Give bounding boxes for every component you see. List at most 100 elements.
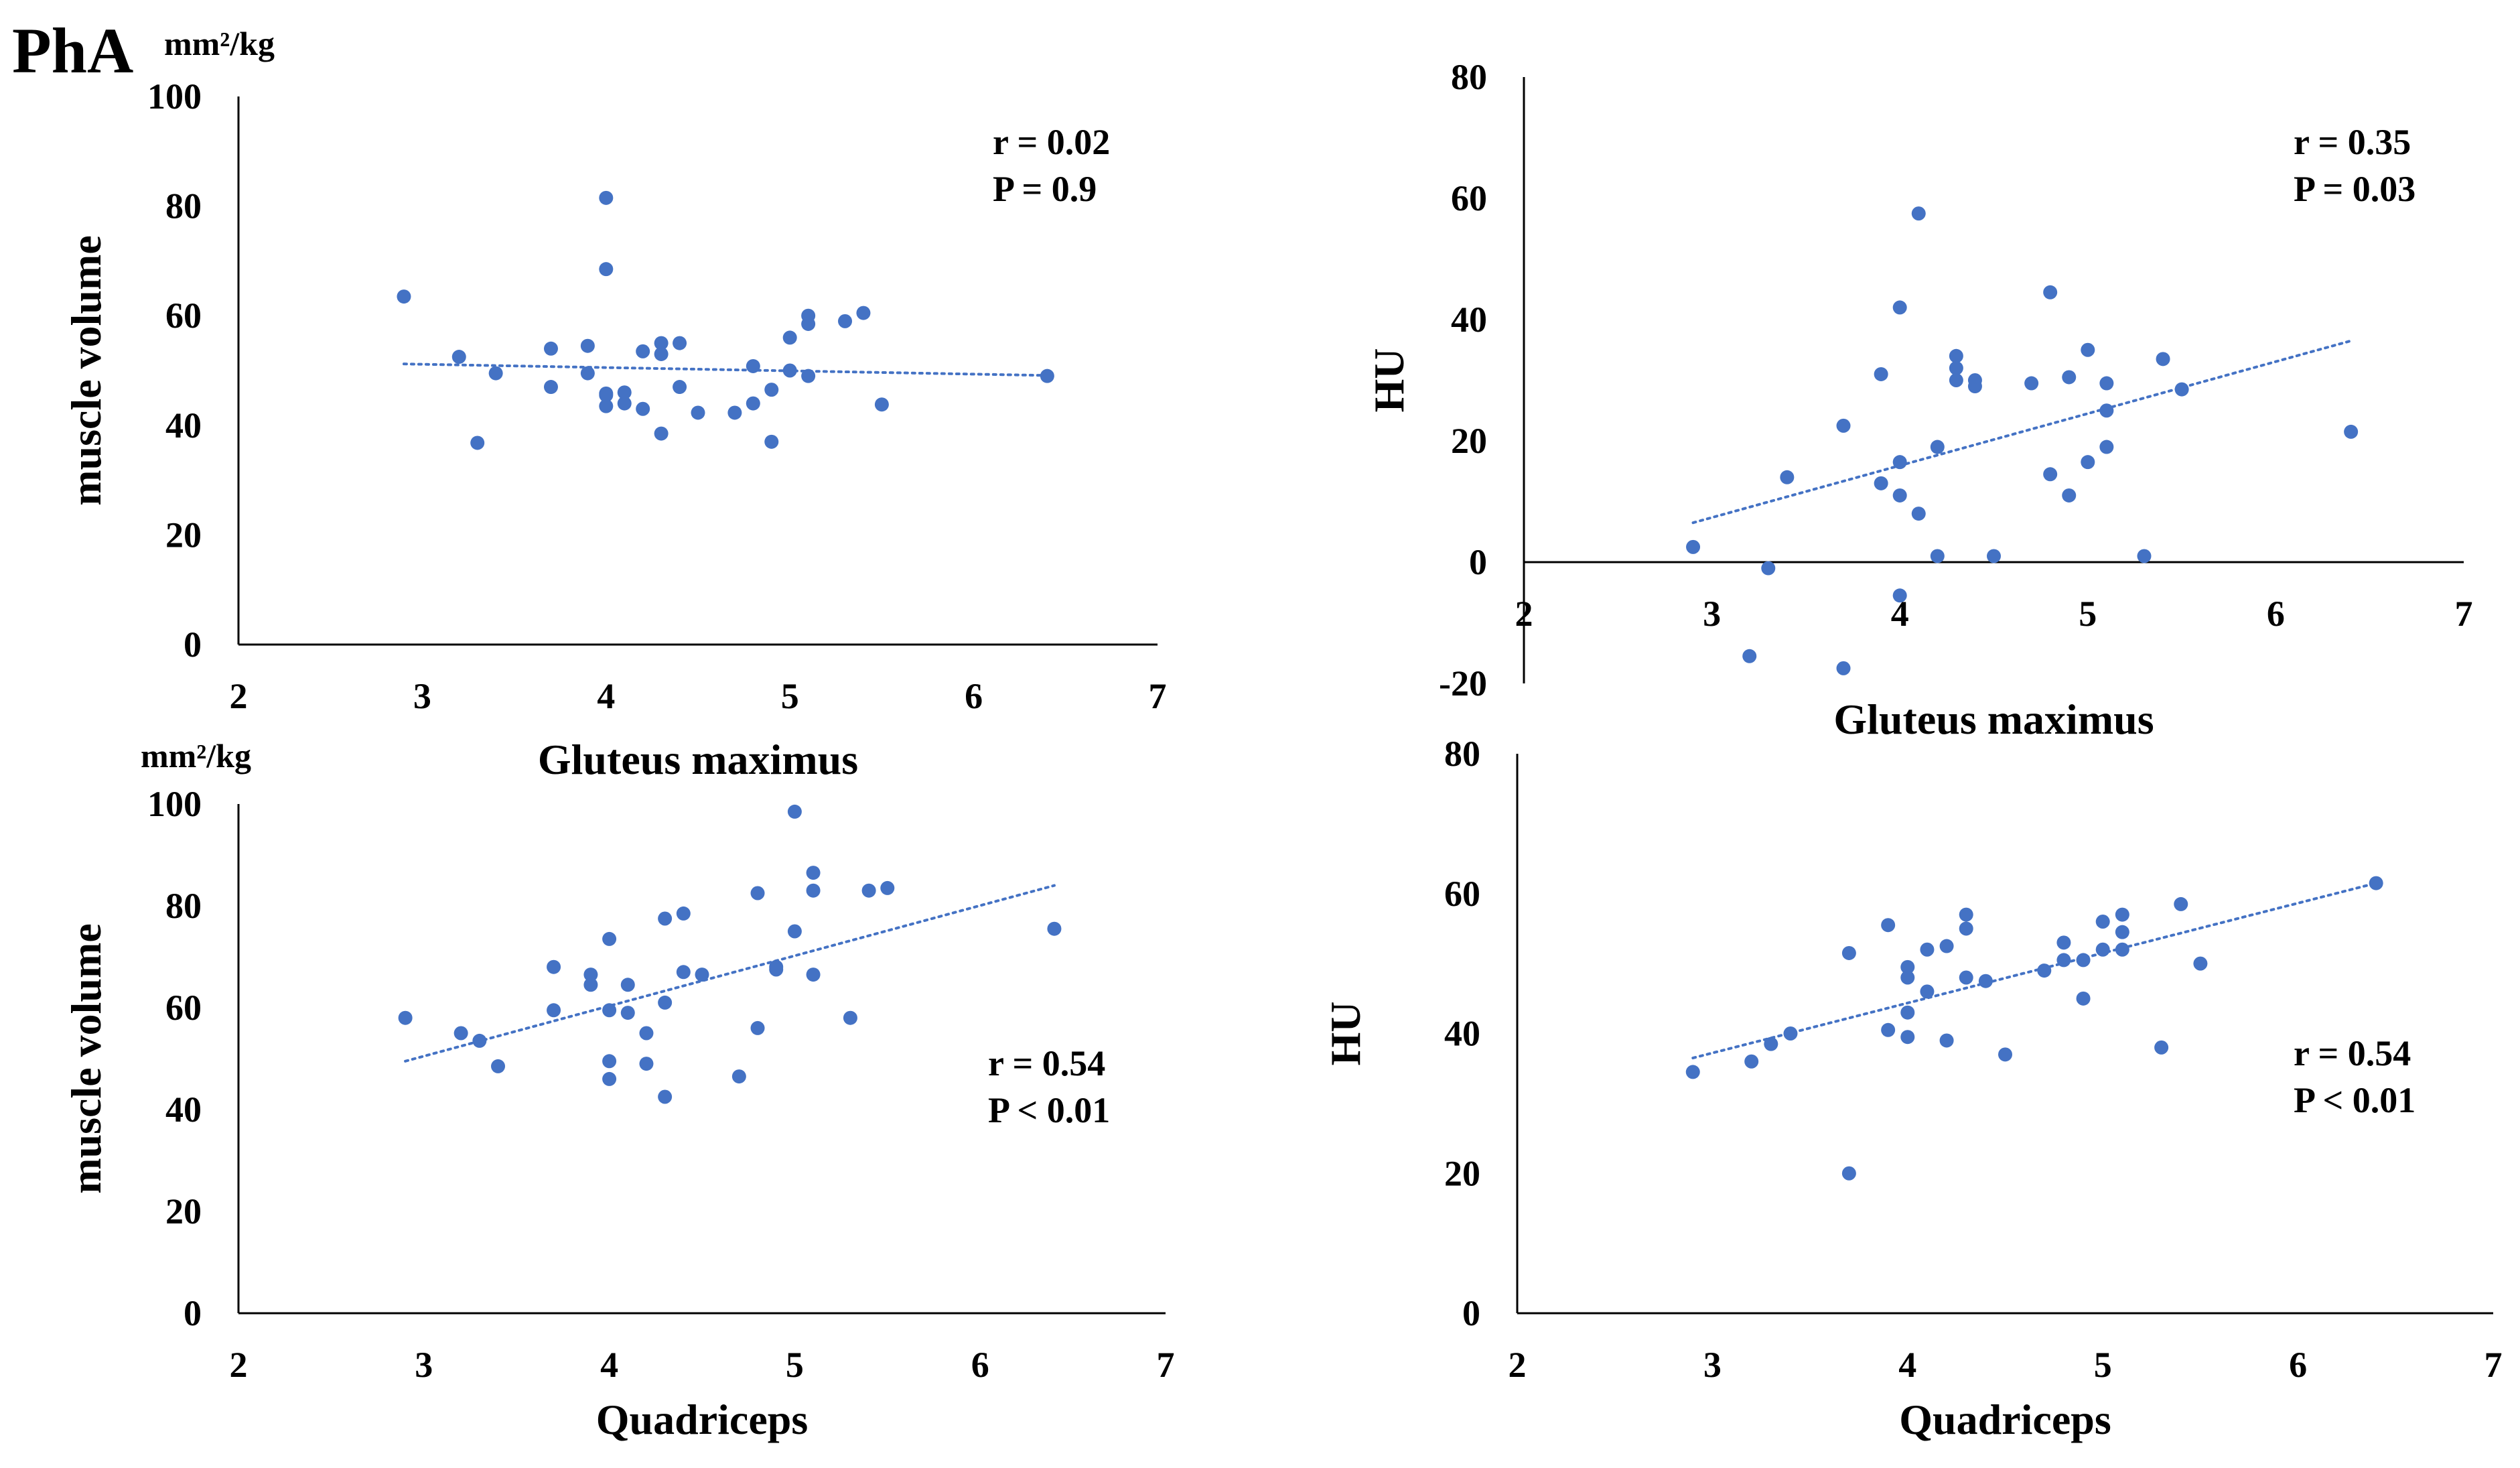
y-tick-label: 60 bbox=[1451, 178, 1487, 218]
x-tick-label: 6 bbox=[2289, 1345, 2307, 1385]
x-tick-label: 2 bbox=[1515, 594, 1533, 634]
data-point bbox=[397, 289, 411, 304]
data-point bbox=[1949, 373, 1963, 387]
data-point bbox=[801, 369, 816, 383]
x-tick-label: 2 bbox=[230, 1345, 248, 1385]
y-tick-label: 60 bbox=[1444, 874, 1480, 914]
x-tick-label: 2 bbox=[230, 676, 248, 716]
x-tick-label: 6 bbox=[965, 676, 983, 716]
y-tick-label: 40 bbox=[165, 1089, 202, 1130]
data-point bbox=[880, 880, 895, 895]
y-axis-title: HU bbox=[1365, 348, 1413, 413]
y-tick-label: 80 bbox=[165, 186, 202, 226]
data-point bbox=[488, 366, 503, 381]
data-point bbox=[617, 385, 632, 400]
data-point bbox=[731, 1069, 746, 1084]
data-point bbox=[1744, 1054, 1759, 1069]
panel-label: PhA bbox=[12, 15, 134, 86]
data-point bbox=[470, 436, 485, 450]
data-point bbox=[2062, 488, 2077, 503]
data-point bbox=[2076, 991, 2091, 1006]
p-value-label: P = 0.9 bbox=[993, 169, 1097, 209]
data-point bbox=[2099, 440, 2114, 454]
trend-line bbox=[404, 884, 1056, 1063]
x-tick-label: 5 bbox=[781, 676, 799, 716]
data-point bbox=[636, 344, 650, 358]
y-axis-title: HU bbox=[1322, 1002, 1369, 1066]
data-point bbox=[547, 1003, 561, 1018]
data-point bbox=[620, 1006, 635, 1020]
data-point bbox=[691, 405, 705, 420]
data-point bbox=[874, 397, 889, 412]
data-point bbox=[1987, 549, 2001, 563]
data-point bbox=[583, 978, 598, 992]
data-point bbox=[1911, 507, 1926, 521]
data-point bbox=[1047, 921, 1062, 936]
data-point bbox=[602, 1003, 617, 1018]
data-point bbox=[806, 866, 821, 880]
y-tick-label: 0 bbox=[184, 624, 202, 665]
data-point bbox=[764, 434, 779, 449]
data-point bbox=[472, 1033, 487, 1048]
data-point bbox=[838, 314, 853, 328]
x-axis-title: Quadriceps bbox=[1899, 1396, 2111, 1443]
y-tick-label: 60 bbox=[165, 295, 202, 336]
x-tick-label: 5 bbox=[786, 1345, 804, 1385]
data-point bbox=[654, 426, 669, 441]
data-point bbox=[636, 401, 650, 416]
data-point bbox=[1920, 984, 1935, 999]
data-point bbox=[398, 1010, 413, 1025]
x-tick-label: 3 bbox=[413, 676, 431, 716]
data-point bbox=[843, 1010, 857, 1025]
data-point bbox=[2193, 956, 2208, 971]
data-point bbox=[2115, 942, 2129, 957]
data-point bbox=[1040, 369, 1054, 383]
data-point bbox=[2095, 942, 2110, 957]
data-point bbox=[1685, 1065, 1700, 1079]
data-point bbox=[1892, 488, 1907, 503]
data-point bbox=[583, 967, 598, 982]
trend-line bbox=[1691, 882, 2378, 1060]
data-point bbox=[1920, 942, 1935, 957]
y-tick-label: 20 bbox=[165, 515, 202, 555]
data-point bbox=[2043, 285, 2058, 299]
data-point bbox=[599, 399, 614, 413]
data-point bbox=[658, 995, 673, 1010]
p-value-label: P = 0.03 bbox=[2294, 169, 2416, 209]
data-point bbox=[764, 383, 779, 397]
correlation-r-label: r = 0.35 bbox=[2294, 122, 2411, 162]
y-axis-title: muscle volume bbox=[62, 923, 110, 1194]
data-point bbox=[787, 804, 802, 819]
data-point bbox=[1911, 206, 1926, 221]
data-point bbox=[2344, 424, 2359, 439]
x-tick-label: 7 bbox=[1149, 676, 1167, 716]
data-point bbox=[1892, 455, 1907, 470]
data-point bbox=[658, 911, 673, 926]
data-point bbox=[1939, 939, 1954, 953]
data-point bbox=[2174, 896, 2188, 911]
chart-quadriceps-hu: 0 20 40 60 80 2 3 4 5 6 7 Quadriceps HU r = 0.54 P < 0… bbox=[1322, 734, 2503, 1443]
x-axis-title: Quadriceps bbox=[596, 1396, 808, 1443]
data-point bbox=[1764, 1037, 1778, 1051]
x-tick-label: 4 bbox=[597, 676, 615, 716]
data-point bbox=[2174, 382, 2189, 397]
data-point bbox=[543, 341, 558, 356]
data-point bbox=[1742, 649, 1757, 663]
data-point bbox=[2056, 953, 2071, 967]
x-tick-label: 7 bbox=[2455, 594, 2473, 634]
data-point bbox=[2369, 876, 2383, 890]
data-point bbox=[1900, 1005, 1915, 1020]
x-tick-label: 4 bbox=[600, 1345, 618, 1385]
data-point bbox=[2081, 342, 2095, 357]
data-point bbox=[1959, 907, 1973, 922]
y-tick-label: 0 bbox=[184, 1293, 202, 1333]
data-point bbox=[787, 924, 802, 939]
data-point bbox=[602, 1071, 617, 1086]
data-point bbox=[1892, 588, 1907, 603]
data-point bbox=[1881, 1022, 1896, 1037]
data-point bbox=[2099, 376, 2114, 391]
trend-line bbox=[1691, 339, 2353, 525]
data-point bbox=[1949, 348, 1963, 363]
